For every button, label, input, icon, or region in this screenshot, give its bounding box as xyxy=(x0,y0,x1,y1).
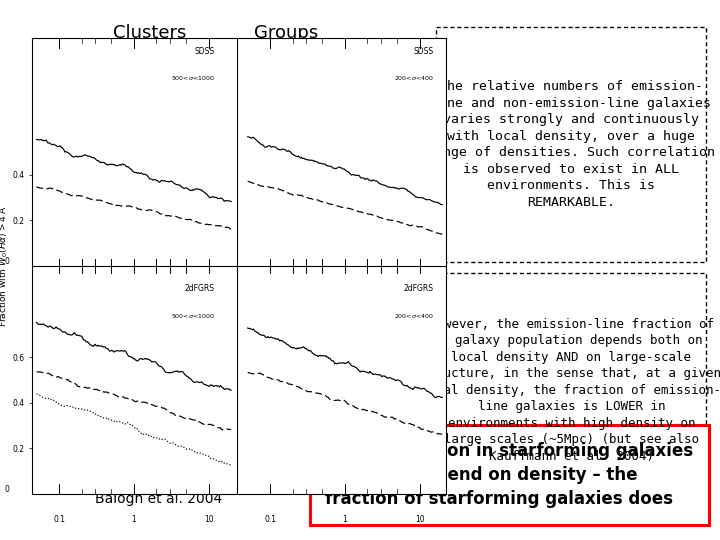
Text: 0: 0 xyxy=(5,485,9,494)
Text: 10: 10 xyxy=(415,515,425,524)
Text: 0: 0 xyxy=(5,257,9,266)
Text: However, the emission-line fraction of
a galaxy population depends both on
local: However, the emission-line fraction of a… xyxy=(421,318,720,463)
Text: Balogh et al. 2004: Balogh et al. 2004 xyxy=(95,492,222,507)
Bar xyxy=(32,38,446,494)
Text: 200<$\sigma$<400: 200<$\sigma$<400 xyxy=(394,75,434,82)
Text: Clusters: Clusters xyxy=(113,24,186,42)
Text: 2dFGRS: 2dFGRS xyxy=(184,284,215,293)
Text: SDSS: SDSS xyxy=(414,47,434,56)
Text: 200<$\sigma$<400: 200<$\sigma$<400 xyxy=(394,312,434,320)
Text: The relative numbers of emission-
line and non-emission-line galaxies
varies str: The relative numbers of emission- line a… xyxy=(427,80,715,208)
Text: 500<$\sigma$<1000: 500<$\sigma$<1000 xyxy=(171,312,215,320)
Text: 10: 10 xyxy=(204,515,213,524)
Text: 1: 1 xyxy=(343,515,347,524)
Y-axis label: Fraction with $W_0(H\alpha)>4$ Å: Fraction with $W_0(H\alpha)>4$ Å xyxy=(0,205,10,327)
Text: 0.1: 0.1 xyxy=(53,515,65,524)
Text: Groups: Groups xyxy=(254,24,319,42)
Text: 0.1: 0.1 xyxy=(264,515,276,524)
Text: SDSS: SDSS xyxy=(194,47,215,56)
FancyBboxPatch shape xyxy=(436,27,706,262)
FancyBboxPatch shape xyxy=(310,425,709,525)
Text: EW distribution in starforming galaxies
does not depend on density – the
fractio: EW distribution in starforming galaxies … xyxy=(325,442,693,508)
Text: 2dFGRS: 2dFGRS xyxy=(404,284,434,293)
FancyBboxPatch shape xyxy=(436,273,706,508)
Text: 1: 1 xyxy=(132,515,136,524)
Text: 500<$\sigma$<1000: 500<$\sigma$<1000 xyxy=(171,75,215,82)
